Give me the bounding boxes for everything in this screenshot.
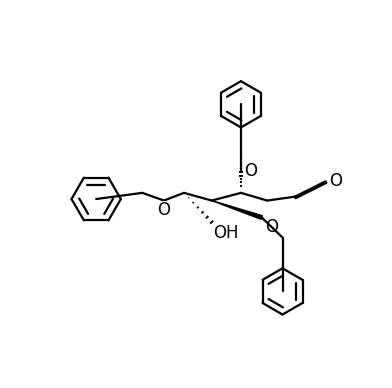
Text: O: O: [265, 218, 278, 236]
Text: OH: OH: [213, 223, 239, 242]
Polygon shape: [212, 201, 262, 219]
Text: O: O: [329, 172, 342, 190]
Text: O: O: [158, 201, 171, 219]
Text: O: O: [244, 162, 257, 180]
